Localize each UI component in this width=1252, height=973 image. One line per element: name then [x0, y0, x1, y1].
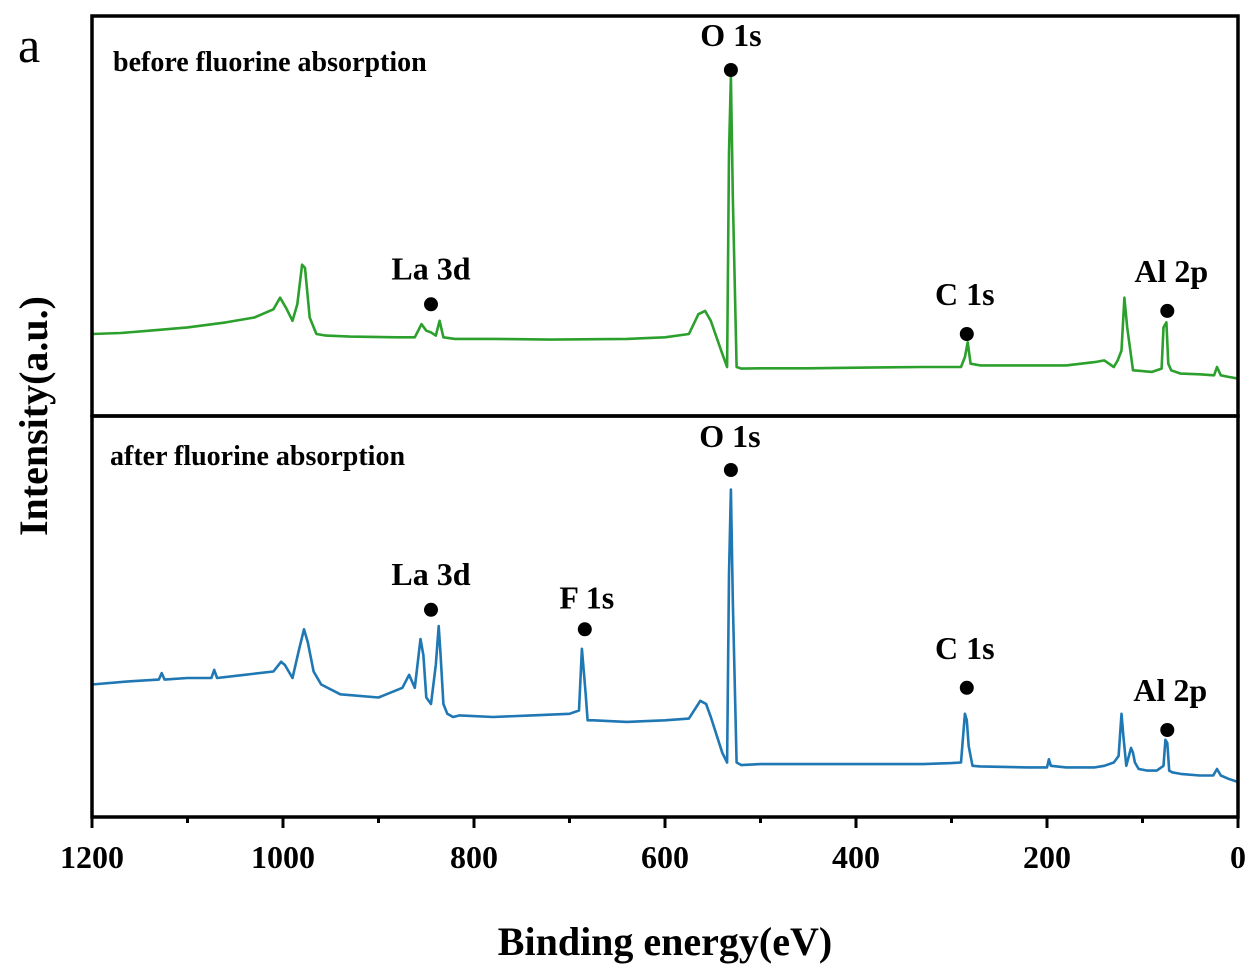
y-axis-title: Intensity(a.u.): [11, 296, 56, 536]
panel-letter: a: [18, 17, 40, 73]
peak-marker: [577, 622, 592, 637]
peak-label: La 3d: [391, 250, 470, 286]
x-tick-label: 0: [1230, 839, 1246, 875]
spectrum-line-after: [92, 488, 1238, 784]
x-tick-label: 600: [641, 839, 689, 875]
peak-marker: [424, 602, 438, 617]
panel-title: before fluorine absorption: [113, 47, 427, 78]
peak-label: Al 2p: [1134, 253, 1208, 289]
x-tick-label: 1000: [251, 839, 315, 875]
peak-marker: [723, 63, 738, 77]
x-axis: 1200 1000 800 600 400 200 0: [60, 817, 1246, 875]
peak-label: O 1s: [699, 418, 760, 454]
x-tick-label: 200: [1023, 839, 1071, 875]
x-axis-title: Binding energy(eV): [498, 919, 832, 964]
panel-after: after fluorine absorption O 1s La 3d F 1s C …: [90, 414, 1240, 819]
peak-marker: [1160, 723, 1175, 737]
peak-label: La 3d: [391, 556, 470, 592]
spectrum-line-before: [92, 75, 1238, 380]
chart-panels: before fluorine absorption O 1s La 3d C 1s A…: [90, 14, 1240, 819]
peak-label: O 1s: [700, 17, 761, 53]
peak-marker: [723, 463, 738, 477]
peak-label: Al 2p: [1133, 672, 1207, 708]
peak-marker: [959, 327, 974, 341]
x-tick-label: 800: [450, 839, 498, 875]
x-tick-label: 400: [832, 839, 880, 875]
peak-marker: [424, 297, 438, 312]
peak-marker: [1160, 303, 1175, 318]
peak-label: F 1s: [559, 579, 614, 615]
panel-before: before fluorine absorption O 1s La 3d C 1s A…: [90, 14, 1240, 418]
peak-label: C 1s: [935, 276, 995, 312]
peak-marker: [959, 680, 974, 695]
peak-label: C 1s: [935, 630, 995, 666]
panel-frame: [90, 414, 1240, 819]
x-tick-label: 1200: [60, 839, 124, 875]
panel-title: after fluorine absorption: [110, 441, 405, 472]
